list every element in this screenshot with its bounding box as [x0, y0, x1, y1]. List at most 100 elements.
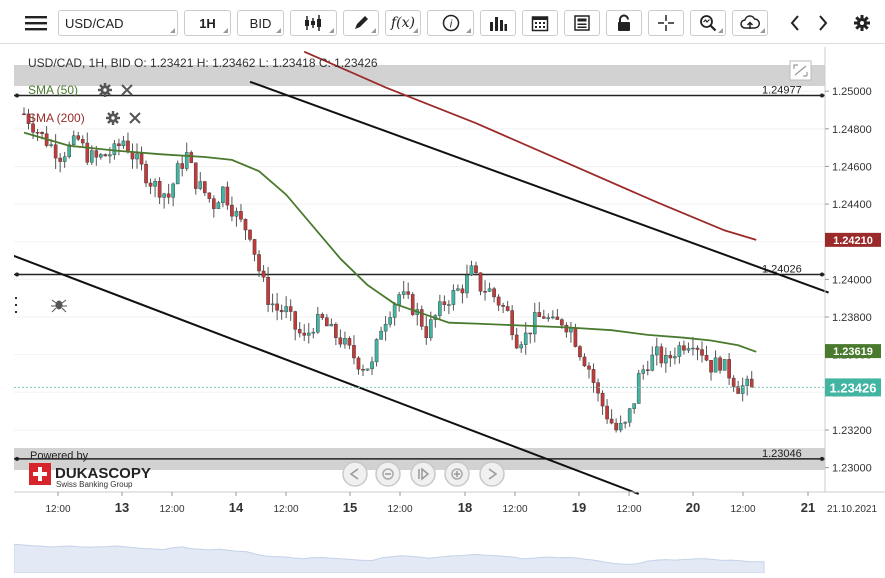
level-handle[interactable]	[15, 272, 19, 277]
candle-body	[591, 369, 596, 383]
instrument-label: USD/CAD	[65, 15, 124, 31]
candle-body	[555, 316, 560, 320]
candle-body	[514, 334, 519, 349]
candle-body	[600, 392, 605, 407]
fullscreen-button[interactable]	[789, 60, 812, 81]
candle-body	[311, 331, 316, 334]
candle-body	[112, 143, 117, 155]
sma-50-settings-icon[interactable]	[98, 83, 112, 97]
x-tick-label: 15	[343, 500, 357, 515]
next-button[interactable]	[479, 461, 505, 487]
candle-body	[171, 183, 175, 198]
candle-body	[383, 324, 388, 332]
candle-body	[722, 359, 727, 371]
candle-body	[189, 152, 194, 163]
sma-200-settings-icon[interactable]	[106, 111, 120, 125]
prev-button[interactable]	[342, 461, 368, 487]
candle-body	[655, 346, 659, 356]
candle-body	[230, 204, 234, 217]
candle-body	[288, 306, 293, 312]
scroll-left-button[interactable]	[782, 10, 808, 36]
candle-body	[483, 291, 487, 293]
sma-200-line[interactable]	[303, 50, 757, 241]
info-button[interactable]: i	[427, 10, 474, 36]
function-button[interactable]: f(x)	[385, 10, 421, 36]
candle-body	[505, 306, 510, 311]
candle-body	[627, 408, 632, 423]
candle-body	[501, 305, 505, 307]
candle-type-button[interactable]	[290, 10, 337, 36]
candle-body	[492, 288, 496, 298]
candle-body	[424, 326, 429, 339]
left-drag-handle[interactable]	[15, 297, 17, 313]
y-tick-label: 1.23800	[832, 312, 872, 324]
sma-50-line[interactable]	[23, 131, 757, 353]
instrument-selector[interactable]: USD/CAD	[58, 10, 178, 36]
trendline[interactable]	[1, 250, 640, 495]
candle-body	[198, 181, 203, 189]
calendar-button[interactable]	[522, 10, 558, 36]
trendline[interactable]	[249, 80, 829, 294]
chart-area[interactable]: 1.24977 1.24026 1.23046 1.25000 1.24800 1.24…	[1, 47, 885, 574]
zoom-out-button[interactable]	[375, 461, 401, 487]
candle-body	[704, 355, 709, 361]
candle-body	[257, 254, 261, 272]
level-handle[interactable]	[15, 93, 19, 98]
candle-body	[447, 304, 451, 306]
candle-body	[636, 373, 641, 404]
candle-body	[126, 140, 130, 153]
candle-body	[641, 369, 646, 374]
level-handle[interactable]	[820, 272, 824, 277]
candle-body	[659, 346, 664, 364]
volume-button[interactable]	[480, 10, 516, 36]
candle-body	[306, 332, 311, 336]
candle-body	[528, 332, 533, 335]
level-handle[interactable]	[15, 456, 19, 461]
reset-button[interactable]	[410, 461, 436, 487]
function-fx-icon: f(x)	[390, 15, 415, 31]
candle-body	[26, 113, 31, 124]
top-zone-band	[14, 65, 825, 86]
candle-body	[365, 368, 370, 371]
settings-button[interactable]	[848, 10, 876, 36]
sma-200-close-icon[interactable]	[129, 112, 141, 124]
candle-body	[745, 378, 749, 386]
overview-navigator[interactable]	[13, 543, 765, 574]
price-badge-label: 1.24210	[833, 235, 873, 247]
candle-body	[297, 329, 302, 334]
level-handle[interactable]	[820, 456, 824, 461]
chevron-left-icon	[790, 15, 799, 31]
candle-body	[496, 296, 501, 306]
draw-pencil-icon	[355, 16, 368, 29]
candle-body	[673, 356, 677, 359]
candle-body	[184, 152, 189, 169]
cloud-button[interactable]	[732, 10, 768, 36]
candle-body	[388, 317, 392, 325]
candle-body	[293, 311, 298, 330]
timeframe-selector[interactable]: 1H	[184, 10, 231, 36]
sma-50-label[interactable]: SMA (50)	[28, 83, 78, 97]
news-button[interactable]	[564, 10, 600, 36]
x-tick-label: 12:00	[616, 504, 641, 515]
draw-button[interactable]	[343, 10, 379, 36]
lock-button[interactable]	[606, 10, 642, 36]
sma-200-label[interactable]: SMA (200)	[28, 111, 85, 125]
candle-body	[361, 369, 365, 371]
candle-body	[519, 344, 524, 349]
scroll-right-button[interactable]	[810, 10, 836, 36]
candle-body	[438, 301, 442, 316]
sma-50-close-icon[interactable]	[121, 84, 133, 96]
candle-body	[67, 144, 71, 157]
candle-body	[469, 265, 474, 276]
side-selector[interactable]: BID	[237, 10, 284, 36]
candle-body	[329, 324, 334, 327]
candle-body	[207, 192, 212, 199]
menu-button[interactable]	[18, 10, 54, 36]
crosshair-button[interactable]	[648, 10, 684, 36]
x-tick-label: 12:00	[273, 504, 298, 515]
level-handle[interactable]	[820, 93, 824, 98]
zoom-button[interactable]	[690, 10, 726, 36]
zoom-in-button[interactable]	[444, 461, 470, 487]
candle-body	[564, 324, 569, 333]
